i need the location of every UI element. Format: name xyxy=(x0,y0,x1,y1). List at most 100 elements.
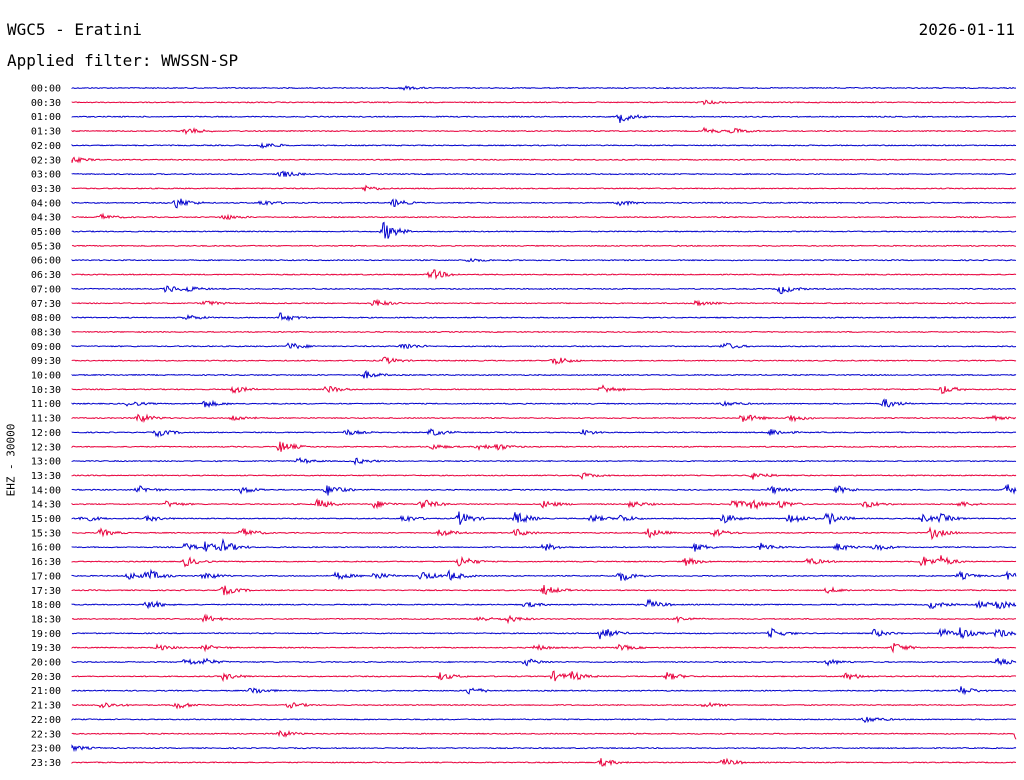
seismic-trace-1730 xyxy=(71,584,1017,596)
row-time-label: 15:30 xyxy=(31,528,61,539)
station-title: WGC5 - Eratini xyxy=(7,20,142,39)
seismic-trace-0700 xyxy=(71,285,1017,295)
seismic-trace-2030 xyxy=(71,670,1017,683)
seismic-trace-0800 xyxy=(71,312,1017,322)
seismic-trace-1900 xyxy=(71,627,1017,640)
row-time-label: 13:00 xyxy=(31,457,61,468)
seismic-trace-0600 xyxy=(71,257,1017,263)
seismic-trace-2100 xyxy=(71,686,1017,696)
row-time-label: 03:30 xyxy=(31,184,61,195)
row-time-label: 18:00 xyxy=(31,600,61,611)
seismic-trace-2200 xyxy=(71,716,1017,724)
row-time-label: 05:30 xyxy=(31,241,61,252)
row-time-label: 10:00 xyxy=(31,371,61,382)
seismic-trace-0000 xyxy=(71,85,1016,91)
seismic-trace-0200 xyxy=(71,142,1017,150)
row-time-label: 11:00 xyxy=(31,399,61,410)
row-time-label: 13:30 xyxy=(31,471,61,482)
seismic-trace-0130 xyxy=(71,126,1017,136)
row-time-label: 05:00 xyxy=(31,227,61,238)
seismic-trace-0430 xyxy=(71,212,1017,221)
seismic-trace-1330 xyxy=(71,472,1017,480)
row-time-label: 11:30 xyxy=(31,414,61,425)
row-time-label: 09:30 xyxy=(31,356,61,367)
seismic-trace-1700 xyxy=(71,568,1017,582)
row-time-label: 01:30 xyxy=(31,127,61,138)
seismic-trace-0500 xyxy=(71,221,1017,239)
seismic-trace-1930 xyxy=(71,643,1017,654)
row-time-label: 08:30 xyxy=(31,327,61,338)
row-time-label: 01:00 xyxy=(31,112,61,123)
seismic-trace-1200 xyxy=(71,428,1017,438)
seismic-trace-0100 xyxy=(71,114,1017,123)
row-time-label: 19:30 xyxy=(31,643,61,654)
row-time-label: 14:00 xyxy=(31,485,61,496)
row-time-label: 08:00 xyxy=(31,313,61,324)
row-time-label: 14:30 xyxy=(31,500,61,511)
seismic-trace-0330 xyxy=(71,184,1017,192)
seismic-trace-0230 xyxy=(71,156,1017,164)
seismic-trace-2130 xyxy=(71,701,1016,710)
seismic-trace-1100 xyxy=(71,398,1017,409)
seismic-trace-0530 xyxy=(71,244,1017,247)
seismic-trace-0400 xyxy=(71,198,1017,209)
row-time-label: 16:00 xyxy=(31,543,61,554)
seismic-trace-1630 xyxy=(71,555,1017,568)
row-time-label: 17:30 xyxy=(31,586,61,597)
row-time-label: 02:00 xyxy=(31,141,61,152)
row-time-label: 20:00 xyxy=(31,658,61,669)
row-time-label: 20:30 xyxy=(31,672,61,683)
row-time-label: 07:00 xyxy=(31,284,61,295)
filter-label: Applied filter: WWSSN-SP xyxy=(7,51,239,70)
row-time-label: 15:00 xyxy=(31,514,61,525)
seismic-trace-1400 xyxy=(71,484,1017,496)
seismic-trace-0300 xyxy=(71,170,1017,177)
seismic-trace-2330 xyxy=(71,757,1016,767)
seismic-trace-1130 xyxy=(71,413,1017,423)
row-time-label: 17:00 xyxy=(31,571,61,582)
row-time-label: 04:00 xyxy=(31,198,61,209)
seismic-trace-1500 xyxy=(71,511,1017,525)
row-time-label: 23:30 xyxy=(31,758,61,769)
row-time-label: 21:00 xyxy=(31,686,61,697)
seismic-trace-0830 xyxy=(71,330,1016,334)
seismic-trace-2000 xyxy=(71,657,1017,667)
seismic-trace-1530 xyxy=(71,526,1017,541)
row-time-label: 02:30 xyxy=(31,155,61,166)
row-time-label: 23:00 xyxy=(31,744,61,755)
seismic-trace-1430 xyxy=(71,497,1017,511)
row-time-label: 10:30 xyxy=(31,385,61,396)
row-time-label: 03:00 xyxy=(31,170,61,181)
row-time-label: 06:30 xyxy=(31,270,61,281)
row-time-label: 22:30 xyxy=(31,729,61,740)
row-time-label: 21:30 xyxy=(31,701,61,712)
date-label: 2026-01-11 xyxy=(918,20,1015,39)
seismic-trace-1600 xyxy=(71,538,1017,552)
seismic-trace-2230 xyxy=(71,729,1017,740)
seismic-trace-0900 xyxy=(71,342,1017,350)
seismic-trace-1800 xyxy=(71,598,1017,610)
seismic-trace-1830 xyxy=(71,613,1016,625)
seismic-trace-1000 xyxy=(71,370,1017,379)
row-time-label: 12:30 xyxy=(31,442,61,453)
row-time-label: 16:30 xyxy=(31,557,61,568)
seismic-trace-0930 xyxy=(71,356,1017,366)
row-time-label: 06:00 xyxy=(31,256,61,267)
row-time-label: 12:00 xyxy=(31,428,61,439)
seismic-trace-0630 xyxy=(71,269,1017,280)
row-time-label: 00:00 xyxy=(31,84,61,95)
row-time-label: 22:00 xyxy=(31,715,61,726)
seismic-trace-2300 xyxy=(71,744,1017,753)
seismic-trace-0730 xyxy=(71,298,1017,307)
row-time-label: 04:30 xyxy=(31,213,61,224)
seismic-trace-1030 xyxy=(71,384,1017,395)
row-time-label: 18:30 xyxy=(31,614,61,625)
seismic-trace-0030 xyxy=(71,99,1016,106)
row-time-label: 07:30 xyxy=(31,299,61,310)
row-time-label: 00:30 xyxy=(31,98,61,109)
row-time-label: 19:00 xyxy=(31,629,61,640)
seismic-trace-1230 xyxy=(71,441,1017,452)
row-time-label: 09:00 xyxy=(31,342,61,353)
seismic-trace-1300 xyxy=(71,456,1017,466)
